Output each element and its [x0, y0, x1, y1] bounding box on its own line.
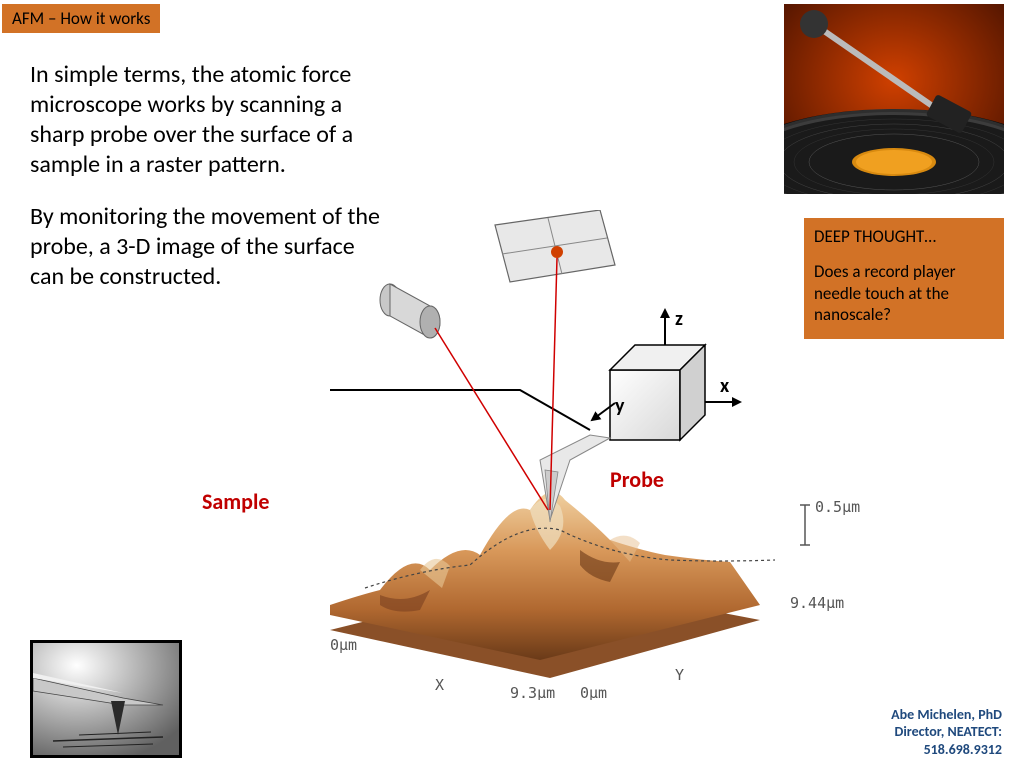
scale-x-text: 9.3µm — [510, 684, 555, 700]
x-axis-label: X — [435, 676, 444, 694]
laser-source — [380, 284, 440, 338]
author-credit: Abe Michelen, PhD Director, NEATECT: 518… — [792, 706, 1002, 759]
photodetector-panel — [495, 210, 615, 282]
z-label: z — [675, 307, 683, 331]
paragraph-1: In simple terms, the atomic force micros… — [30, 60, 390, 180]
zero-x1: 0µm — [330, 636, 357, 654]
y-axis-label: Y — [675, 666, 684, 684]
slide-title-tag: AFM – How it works — [2, 4, 160, 33]
piezo-scanner-cube — [610, 345, 705, 440]
record-player-image — [784, 4, 1004, 194]
credit-title: Director, NEATECT: — [792, 723, 1002, 741]
sample-label: Sample — [202, 488, 269, 515]
probe-label: Probe — [610, 466, 664, 493]
credit-name: Abe Michelen, PhD — [792, 706, 1002, 724]
credit-phone: 518.698.9312 — [792, 741, 1002, 759]
y-label: y — [615, 394, 625, 418]
probe-sem-thumbnail — [30, 640, 182, 758]
scale-z-text: 0.5µm — [815, 498, 860, 516]
afm-schematic-diagram: 0.5µm 0µm X 9.3µm 0µm Y 9.44µm z x y — [270, 210, 890, 700]
zero-y: 0µm — [580, 684, 607, 700]
scale-y-text: 9.44µm — [790, 594, 844, 612]
x-label: x — [720, 374, 730, 398]
